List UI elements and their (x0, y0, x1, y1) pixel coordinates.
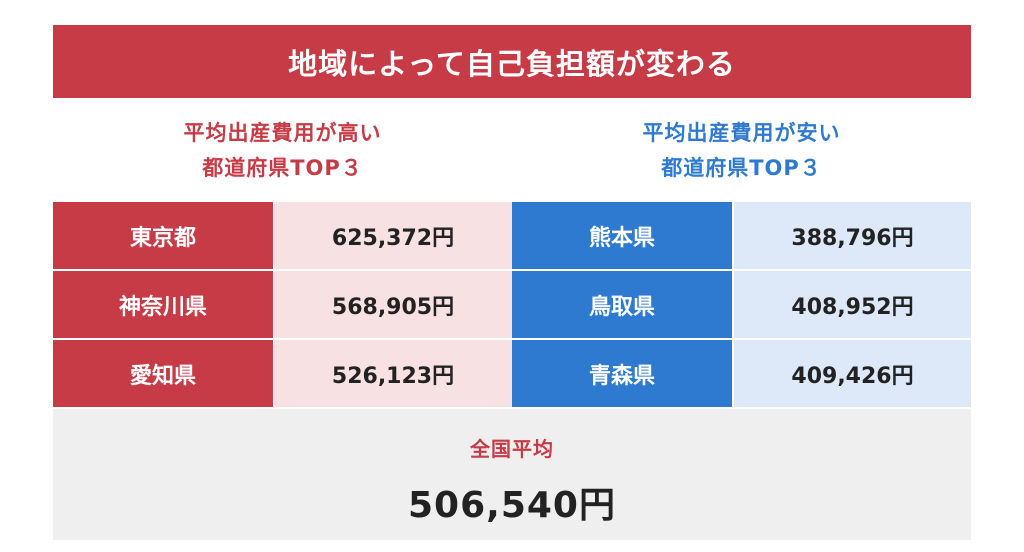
low-cost-heading-line1: 平均出産費用が安い (642, 121, 841, 145)
low-pref-cell: 熊本県 (512, 202, 732, 269)
national-average-box: 全国平均 506,540円 (53, 409, 971, 540)
national-average-value: 506,540円 (408, 485, 616, 526)
high-cost-heading-line1: 平均出産費用が高い (183, 121, 382, 145)
high-value-cell: 625,372円 (274, 202, 512, 269)
low-pref-cell: 青森県 (512, 340, 732, 407)
low-cost-heading-line2: 都道府県TOP３ (661, 156, 822, 180)
table-row: 東京都 625,372円 熊本県 388,796円 (53, 202, 971, 269)
title-banner: 地域によって自己負担額が変わる (53, 25, 971, 98)
title-text: 地域によって自己負担額が変わる (288, 46, 736, 81)
low-pref-cell: 鳥取県 (512, 271, 732, 338)
low-cost-heading: 平均出産費用が安い 都道府県TOP３ (512, 116, 971, 186)
high-cost-heading-line2: 都道府県TOP３ (202, 156, 363, 180)
high-pref-cell: 神奈川県 (53, 271, 273, 338)
high-pref-cell: 東京都 (53, 202, 273, 269)
low-value-cell: 409,426円 (734, 340, 971, 407)
low-value-cell: 388,796円 (734, 202, 971, 269)
ranking-table: 東京都 625,372円 熊本県 388,796円 神奈川県 568,905円 … (53, 202, 971, 409)
low-value-cell: 408,952円 (734, 271, 971, 338)
high-cost-heading: 平均出産費用が高い 都道府県TOP３ (53, 116, 512, 186)
high-pref-cell: 愛知県 (53, 340, 273, 407)
table-row: 愛知県 526,123円 青森県 409,426円 (53, 340, 971, 407)
high-value-cell: 526,123円 (274, 340, 512, 407)
national-average-label: 全国平均 (470, 437, 554, 461)
high-value-cell: 568,905円 (274, 271, 512, 338)
table-row: 神奈川県 568,905円 鳥取県 408,952円 (53, 271, 971, 338)
